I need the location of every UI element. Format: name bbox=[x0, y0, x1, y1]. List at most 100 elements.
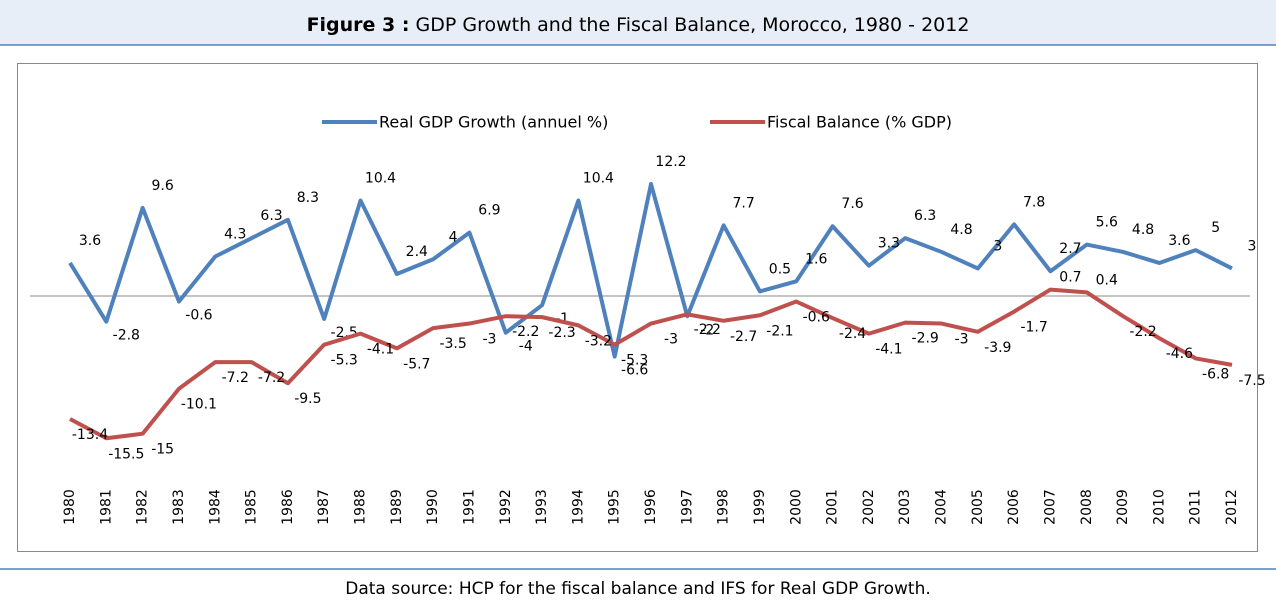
data-label: 3.6 bbox=[1168, 233, 1190, 249]
data-label: -6.8 bbox=[1202, 366, 1229, 382]
data-label: -2.9 bbox=[912, 331, 939, 347]
data-label: -3.5 bbox=[439, 336, 466, 352]
x-tick-label: 1985 bbox=[244, 489, 260, 525]
data-label: -0.6 bbox=[803, 310, 830, 326]
source-note: Data source: HCP for the fiscal balance … bbox=[345, 579, 931, 599]
data-label: 10.4 bbox=[365, 171, 396, 187]
data-label: 4.8 bbox=[1132, 222, 1154, 238]
x-tick-label: 1982 bbox=[135, 489, 151, 525]
x-tick-label: 2003 bbox=[897, 489, 913, 525]
data-label: -6.6 bbox=[621, 363, 648, 379]
series-line bbox=[68, 182, 1233, 359]
data-label: -7.2 bbox=[222, 370, 249, 386]
data-label: -2.2 bbox=[512, 324, 539, 340]
x-tick-label: 1996 bbox=[643, 489, 659, 525]
data-label: -2.2 bbox=[694, 322, 721, 338]
data-label: 3 bbox=[1248, 238, 1257, 254]
data-label: -7.2 bbox=[258, 370, 285, 386]
data-label: -3.9 bbox=[984, 340, 1011, 356]
x-tick-label: 2002 bbox=[861, 489, 877, 525]
x-tick-label: 2009 bbox=[1115, 489, 1131, 525]
data-label: 7.6 bbox=[841, 196, 863, 212]
x-tick-label: 1989 bbox=[389, 489, 405, 525]
data-label: -9.5 bbox=[294, 391, 321, 407]
data-label: -3.2 bbox=[585, 333, 612, 349]
x-tick-label: 2008 bbox=[1079, 489, 1095, 525]
data-label: -2.8 bbox=[113, 328, 140, 344]
chart-title: Figure 3 : GDP Growth and the Fiscal Bala… bbox=[307, 14, 970, 36]
data-label: -4.6 bbox=[1166, 346, 1193, 362]
x-tick-label: 1993 bbox=[534, 489, 550, 525]
data-label: 5 bbox=[1211, 220, 1220, 236]
title-text: GDP Growth and the Fiscal Balance, Moroc… bbox=[416, 14, 970, 36]
data-label: 7.8 bbox=[1023, 194, 1045, 210]
data-label: -3 bbox=[482, 332, 496, 348]
x-tick-label: 1986 bbox=[280, 489, 296, 525]
data-label: -10.1 bbox=[181, 397, 217, 413]
data-label: -2.1 bbox=[766, 323, 793, 339]
data-label: -4.1 bbox=[367, 342, 394, 358]
data-label: -2.3 bbox=[548, 325, 575, 341]
data-label: -5.3 bbox=[621, 353, 648, 369]
legend-label: Real GDP Growth (annuel %) bbox=[379, 113, 608, 132]
x-tick-label: 1988 bbox=[353, 489, 369, 525]
x-tick-label: 1981 bbox=[98, 489, 114, 525]
x-tick-label: 2004 bbox=[934, 489, 950, 525]
data-label: 9.6 bbox=[151, 178, 173, 194]
data-label: 0.4 bbox=[1096, 272, 1118, 288]
x-tick-label: 1990 bbox=[425, 489, 441, 525]
data-label: 2.7 bbox=[1059, 241, 1081, 257]
x-tick-label: 1998 bbox=[716, 489, 732, 525]
data-label: 0.7 bbox=[1059, 270, 1081, 286]
x-tick-label: 2006 bbox=[1006, 489, 1022, 525]
x-tick-label: 2000 bbox=[788, 489, 804, 525]
x-tick-label: 2011 bbox=[1188, 489, 1204, 525]
x-tick-label: 1997 bbox=[679, 489, 695, 525]
data-label: 6.3 bbox=[260, 208, 282, 224]
x-tick-label: 1984 bbox=[207, 489, 223, 525]
data-label: -7.5 bbox=[1238, 373, 1265, 389]
data-label: 3.3 bbox=[878, 236, 900, 252]
data-label: 3 bbox=[993, 238, 1002, 254]
x-tick-label: 1994 bbox=[570, 489, 586, 525]
data-label: -2 bbox=[700, 322, 714, 338]
x-tick-label: 2010 bbox=[1151, 489, 1167, 525]
data-label: -15 bbox=[151, 442, 174, 458]
data-label: 1.6 bbox=[805, 251, 827, 267]
x-tick-label: 2007 bbox=[1042, 489, 1058, 525]
x-tick-label: 1987 bbox=[316, 489, 332, 525]
data-label: -15.5 bbox=[108, 446, 144, 462]
x-tick-label: 2012 bbox=[1224, 489, 1240, 525]
x-tick-label: 1992 bbox=[498, 489, 514, 525]
data-label: -3 bbox=[664, 332, 678, 348]
plot-frame bbox=[17, 63, 1258, 552]
legend-label: Fiscal Balance (% GDP) bbox=[767, 113, 952, 132]
data-label: 0.5 bbox=[769, 261, 791, 277]
data-label: 2.4 bbox=[406, 244, 428, 260]
data-label: -3 bbox=[955, 332, 969, 348]
title-prefix: Figure 3 : bbox=[307, 14, 410, 36]
data-label: 8.3 bbox=[297, 190, 319, 206]
data-label: -2.2 bbox=[1129, 324, 1156, 340]
data-label: -1.7 bbox=[1020, 320, 1047, 336]
data-label: 7.7 bbox=[732, 195, 754, 211]
series-line bbox=[69, 287, 1233, 441]
x-tick-label: 1991 bbox=[461, 489, 477, 525]
data-label: 4.3 bbox=[224, 227, 246, 243]
data-label: 10.4 bbox=[583, 171, 614, 187]
data-label: 4.8 bbox=[950, 222, 972, 238]
data-label: -5.7 bbox=[403, 356, 430, 372]
x-tick-label: 2001 bbox=[825, 489, 841, 525]
data-label: 4 bbox=[449, 229, 458, 245]
data-label: 12.2 bbox=[655, 154, 686, 170]
data-label: 6.3 bbox=[914, 208, 936, 224]
x-tick-label: 1983 bbox=[171, 489, 187, 525]
data-label: -0.6 bbox=[185, 308, 212, 324]
x-tick-label: 1999 bbox=[752, 489, 768, 525]
x-tick-label: 2005 bbox=[970, 489, 986, 525]
data-label: -4 bbox=[519, 339, 533, 355]
data-label: -5.3 bbox=[331, 353, 358, 369]
data-label: -13.4 bbox=[72, 427, 108, 443]
